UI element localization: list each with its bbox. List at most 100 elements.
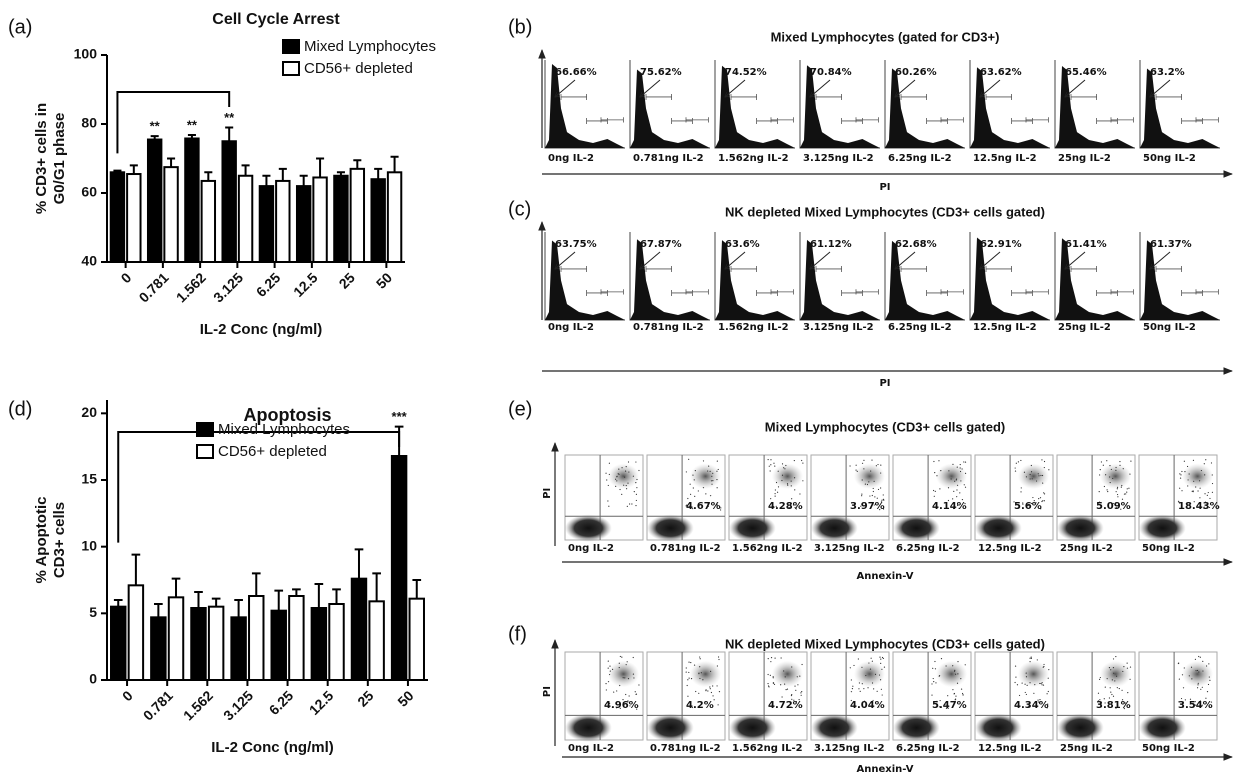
- bar: [222, 141, 235, 262]
- sample-label: 25ng IL-2: [1058, 153, 1111, 164]
- event-dot: [797, 684, 798, 685]
- event-dot: [855, 469, 856, 470]
- event-dot: [1036, 480, 1037, 481]
- event-dot: [705, 493, 706, 494]
- event-dot: [1178, 663, 1179, 664]
- event-dot: [1021, 487, 1022, 488]
- percentage-label: 63.62%: [980, 67, 1022, 78]
- event-dot: [718, 659, 719, 660]
- event-dot: [1038, 475, 1039, 476]
- event-dot: [621, 656, 622, 657]
- event-dot: [633, 674, 634, 675]
- event-dot: [880, 465, 881, 466]
- event-dot: [859, 682, 860, 683]
- percentage-label: 63.6%: [725, 239, 760, 250]
- gate: [771, 117, 793, 122]
- event-dot: [1127, 692, 1128, 693]
- event-dot: [1191, 678, 1192, 679]
- event-dot: [1043, 664, 1044, 665]
- event-dot: [784, 468, 785, 469]
- event-dot: [1112, 478, 1113, 479]
- event-dot: [862, 463, 863, 464]
- gate: [901, 266, 927, 272]
- bar: [127, 174, 140, 262]
- event-dot: [884, 667, 885, 668]
- event-dot: [694, 496, 695, 497]
- gate: [672, 290, 693, 296]
- cell-cluster: [1139, 714, 1186, 742]
- event-dot: [953, 491, 954, 492]
- event-dot: [716, 685, 717, 686]
- y-axis-label: % CD3+ cells in: [33, 103, 50, 214]
- event-dot: [964, 484, 965, 485]
- event-dot: [1043, 666, 1044, 667]
- x-tick-label: 0.781: [136, 269, 172, 305]
- event-dot: [1117, 687, 1118, 688]
- event-dot: [1115, 470, 1116, 471]
- event-dot: [773, 463, 774, 464]
- event-dot: [1205, 698, 1206, 699]
- event-dot: [628, 471, 629, 472]
- event-dot: [1110, 669, 1111, 670]
- event-dot: [876, 465, 877, 466]
- gate: [941, 117, 963, 122]
- sample-label: 12.5ng IL-2: [978, 543, 1042, 554]
- event-dot: [628, 678, 629, 679]
- gate: [901, 94, 927, 100]
- sample-label: 1.562ng IL-2: [732, 743, 803, 754]
- event-dot: [709, 686, 710, 687]
- event-dot: [1182, 674, 1183, 675]
- event-dot: [1020, 491, 1021, 492]
- bar: [289, 596, 303, 680]
- event-dot: [688, 662, 689, 663]
- event-dot: [799, 493, 800, 494]
- event-dot: [1192, 491, 1193, 492]
- event-dot: [1197, 687, 1198, 688]
- event-dot: [870, 669, 871, 670]
- event-dot: [872, 661, 873, 662]
- event-dot: [873, 488, 874, 489]
- sample-label: 25ng IL-2: [1060, 743, 1113, 754]
- event-dot: [1114, 680, 1115, 681]
- event-dot: [1032, 478, 1033, 479]
- event-dot: [801, 691, 802, 692]
- event-dot: [1026, 672, 1027, 673]
- event-dot: [695, 470, 696, 471]
- event-dot: [861, 493, 862, 494]
- event-dot: [1179, 679, 1180, 680]
- bar: [164, 167, 177, 262]
- event-dot: [1039, 683, 1040, 684]
- event-dot: [1031, 657, 1032, 658]
- event-dot: [952, 665, 953, 666]
- event-dot: [960, 467, 961, 468]
- event-dot: [1027, 685, 1028, 686]
- event-dot: [1121, 690, 1122, 691]
- error-bar: [279, 169, 287, 181]
- event-dot: [687, 685, 688, 686]
- event-dot: [612, 669, 613, 670]
- event-dot: [861, 667, 862, 668]
- event-dot: [1207, 691, 1208, 692]
- sample-label: 6.25ng IL-2: [888, 153, 952, 164]
- bar: [111, 607, 125, 680]
- cell-cluster: [1182, 661, 1213, 687]
- gate: [1196, 289, 1218, 294]
- event-dot: [1020, 460, 1021, 461]
- event-dot: [963, 461, 964, 462]
- event-dot: [692, 475, 693, 476]
- significance-label: **: [150, 119, 161, 134]
- error-bar: [130, 165, 138, 174]
- gate: [816, 94, 842, 100]
- event-dot: [1187, 479, 1188, 480]
- cell-cluster: [729, 515, 776, 542]
- event-dot: [1048, 469, 1049, 470]
- y-tick-label: 80: [81, 115, 97, 131]
- event-dot: [938, 460, 939, 461]
- error-bar: [274, 591, 283, 611]
- percentage-label: 3.54%: [1178, 700, 1213, 711]
- event-dot: [609, 666, 610, 667]
- bar: [392, 456, 406, 680]
- event-dot: [1029, 658, 1030, 659]
- error-bar: [391, 157, 399, 173]
- event-dot: [960, 480, 961, 481]
